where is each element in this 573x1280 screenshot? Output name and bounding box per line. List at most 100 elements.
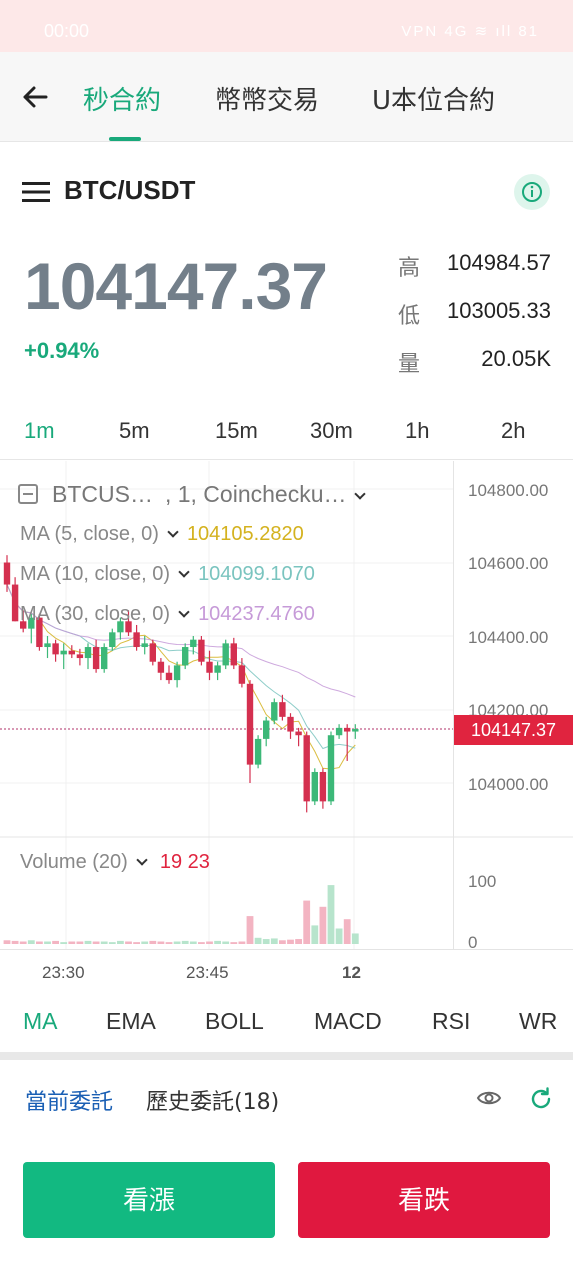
candle-body xyxy=(165,672,173,681)
volume-bar xyxy=(84,940,92,944)
interval-1h[interactable]: 1h xyxy=(405,418,430,443)
tab-usdt-futures[interactable]: U本位合約 xyxy=(372,86,496,116)
pair-name[interactable]: BTC/USDT xyxy=(64,175,196,205)
candle-body xyxy=(190,639,197,648)
indicator-ema[interactable]: EMA xyxy=(106,1008,156,1034)
candle-body xyxy=(238,665,246,684)
indicator-ma[interactable]: MA xyxy=(23,1008,58,1034)
ma10-legend[interactable]: MA (10, close, 0) 104099.1070 xyxy=(20,563,315,586)
volume-bar xyxy=(44,941,51,944)
volume-bar xyxy=(222,941,230,944)
price-change: +0.94% xyxy=(24,338,100,363)
back-arrow-icon[interactable] xyxy=(20,82,50,112)
chevron-down-icon xyxy=(178,566,190,578)
volume-bar xyxy=(303,900,311,944)
indicator-rsi[interactable]: RSI xyxy=(432,1008,471,1034)
pair-header: BTC/USDT xyxy=(0,142,573,238)
candle-body xyxy=(335,727,343,736)
interval-1m[interactable]: 1m xyxy=(24,418,55,443)
interval-15m[interactable]: 15m xyxy=(215,418,258,443)
candle-body xyxy=(36,617,43,648)
tab-current-orders[interactable]: 當前委託 xyxy=(25,1090,114,1115)
candle-body xyxy=(287,716,294,732)
volume-bar xyxy=(335,928,343,944)
eye-icon[interactable] xyxy=(476,1086,502,1110)
indicator-macd[interactable]: MACD xyxy=(314,1008,382,1034)
volume-bar xyxy=(157,941,165,944)
ma5-label: MA (5, close, 0) xyxy=(20,523,159,545)
volume-bar xyxy=(311,925,319,944)
collapse-icon[interactable] xyxy=(18,484,38,504)
tab-order-history[interactable]: 歷史委託(18) xyxy=(146,1090,280,1115)
ma5-legend[interactable]: MA (5, close, 0) 104105.2820 xyxy=(20,523,304,546)
ma30-legend[interactable]: MA (30, close, 0) 104237.4760 xyxy=(20,603,315,626)
volume-bar xyxy=(343,919,351,944)
volume-bar xyxy=(125,941,132,944)
volume-bar xyxy=(165,942,173,944)
candle-body xyxy=(125,621,132,633)
active-tab-indicator xyxy=(109,137,141,141)
candle-body xyxy=(68,650,75,655)
tab-seconds-contract[interactable]: 秒合約 xyxy=(83,86,162,116)
status-time: 00:00 xyxy=(44,21,90,41)
status-bar: 00:00 VPN 4G ≋ ıll 81 xyxy=(0,0,573,52)
time-axis-label: 12 xyxy=(342,963,361,982)
info-icon[interactable] xyxy=(514,174,550,210)
kline-chart[interactable]: BTCUS… , 1, Coincheck​u… MA (5, close, 0)… xyxy=(0,461,573,995)
candle-body xyxy=(303,735,310,802)
indicator-wr[interactable]: WR xyxy=(519,1008,558,1034)
price-axis-label: 104600.00 xyxy=(468,554,549,573)
indicator-selector: MA EMA BOLL MACD RSI WR xyxy=(0,996,573,1050)
volume-bar xyxy=(206,941,213,944)
tab-spot-trading[interactable]: 幣幣交易 xyxy=(215,86,320,116)
volume-axis-label: 0 xyxy=(468,933,478,952)
price-axis-label: 104000.00 xyxy=(468,775,549,794)
volume-bar xyxy=(279,940,286,944)
symbol-label: BTCUS… xyxy=(52,481,153,507)
kline-chart-canvas[interactable] xyxy=(0,461,573,995)
volume-axis-label: 100 xyxy=(468,872,497,891)
candle-body xyxy=(133,632,140,648)
orders-tabs: 當前委託 歷史委託(18) xyxy=(0,1060,573,1136)
candle-body xyxy=(117,621,124,633)
symbol-selector[interactable]: BTCUS… , 1, Coincheck​u… xyxy=(18,481,367,508)
buy-up-button[interactable]: 看漲 xyxy=(23,1162,275,1238)
menu-icon[interactable] xyxy=(22,180,50,204)
buy-down-button[interactable]: 看跌 xyxy=(298,1162,550,1238)
ma5-line xyxy=(6,584,356,770)
volume-bar xyxy=(295,939,302,944)
last-price: 104147.37 xyxy=(24,249,328,323)
candle-body xyxy=(222,643,229,666)
time-axis-label: 23:45 xyxy=(186,963,229,982)
volume-bar xyxy=(254,937,262,944)
candle-body xyxy=(20,621,27,629)
volume-bar xyxy=(36,941,43,944)
high-value: 104984.57 xyxy=(447,250,551,275)
interval-30m[interactable]: 30m xyxy=(310,418,353,443)
candle-body xyxy=(52,643,59,655)
volume-label: 量 xyxy=(398,352,421,377)
candle-body xyxy=(246,683,254,765)
candle-body xyxy=(157,661,165,673)
ma30-line xyxy=(6,584,356,698)
interval-2h[interactable]: 2h xyxy=(501,418,526,443)
volume-bar xyxy=(198,942,205,944)
volume-bar xyxy=(246,916,254,944)
refresh-icon[interactable] xyxy=(528,1086,554,1112)
high-label: 高 xyxy=(398,256,421,281)
volume-bar xyxy=(230,942,238,944)
chevron-down-icon xyxy=(167,526,179,538)
volume-bar xyxy=(270,938,278,944)
volume-legend-label: Volume (20) xyxy=(20,851,128,873)
volume-bar xyxy=(117,940,124,944)
candle-body xyxy=(101,647,108,670)
volume-bar xyxy=(189,941,197,944)
last-price-tag: 104147.37 xyxy=(454,715,573,745)
interval-5m[interactable]: 5m xyxy=(119,418,150,443)
volume-bar xyxy=(60,942,68,944)
candle-body xyxy=(230,643,237,666)
indicator-boll[interactable]: BOLL xyxy=(205,1008,264,1034)
ma30-value: 104237.4760 xyxy=(198,603,315,625)
volume-legend[interactable]: Volume (20) 19 23 xyxy=(20,851,210,874)
volume-legend-values: 19 23 xyxy=(159,851,210,873)
